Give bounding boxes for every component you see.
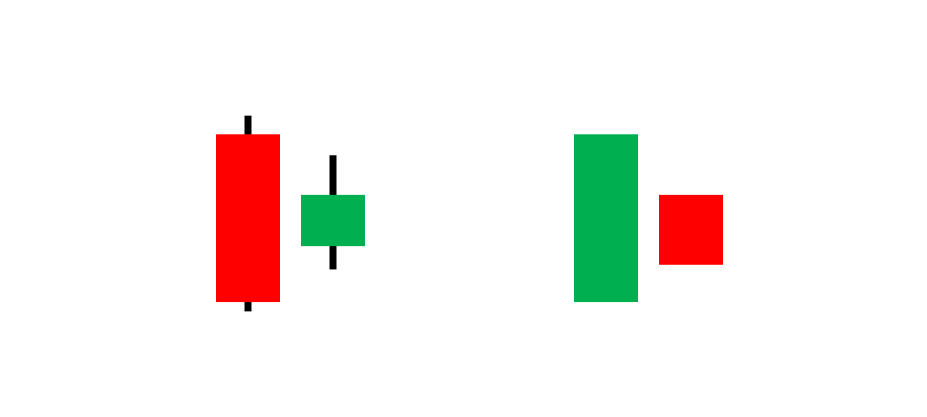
candle-body-bullish xyxy=(301,194,365,247)
candle-body-bullish xyxy=(574,134,638,303)
candle-body-bearish xyxy=(216,134,280,303)
candle-body-bearish xyxy=(659,194,723,265)
candle-group-bullish-harami xyxy=(216,115,365,312)
candle-group-bearish-harami xyxy=(574,134,723,303)
